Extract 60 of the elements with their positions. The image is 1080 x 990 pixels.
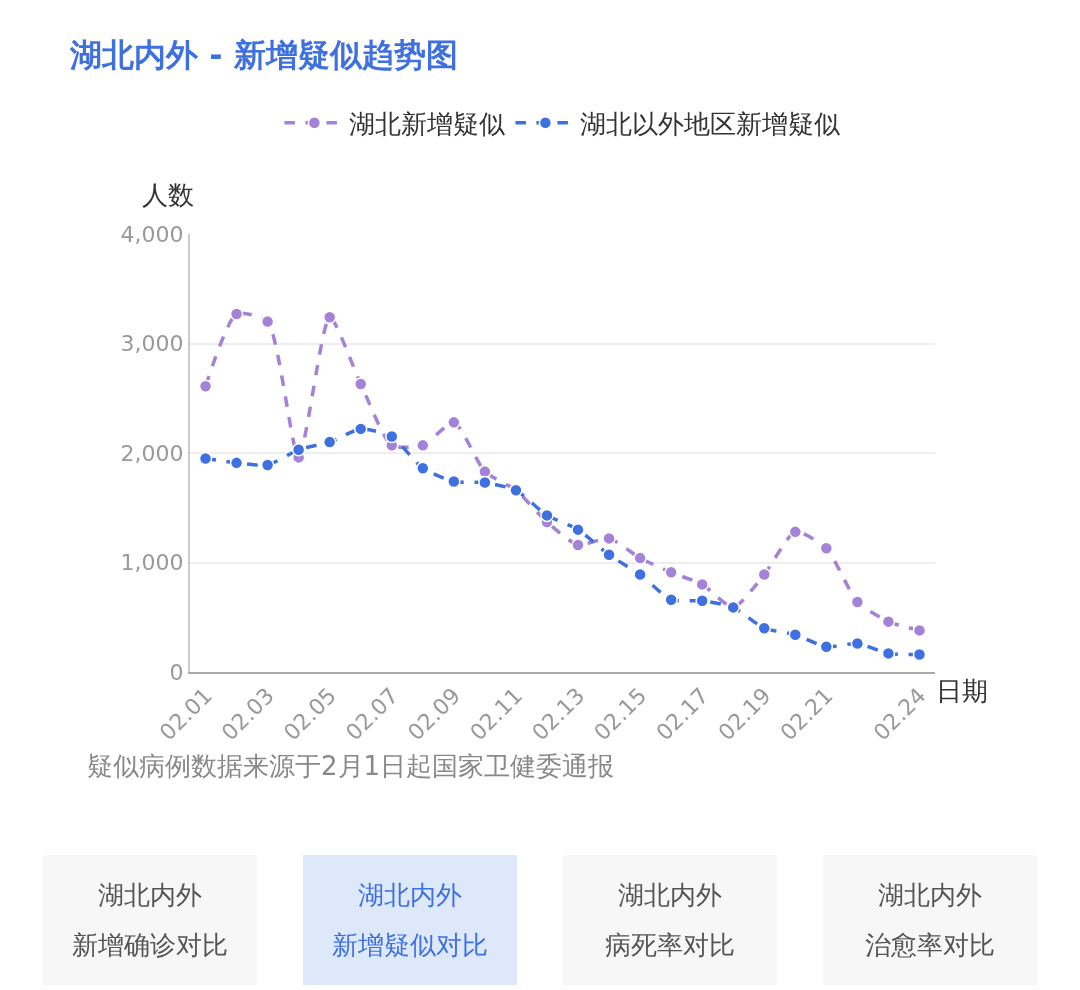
point (602, 548, 616, 562)
point (850, 595, 865, 609)
point (881, 614, 896, 629)
legend-label: 湖北以外地区新增疑似 (580, 108, 841, 139)
point (664, 565, 678, 580)
x-axis-title: 日期 (936, 676, 988, 706)
legend-label: 湖北新增疑似 (349, 108, 506, 139)
point (291, 442, 306, 457)
text: 湖北内外 (98, 880, 202, 910)
point (695, 594, 709, 608)
y-tick-label: 3,000 (120, 331, 184, 357)
point (447, 474, 461, 489)
point (757, 621, 772, 635)
chart-title: 湖北内外 - 新增疑似趋势图 (69, 36, 458, 75)
point (353, 377, 368, 391)
text: 湖北内外 (358, 880, 462, 910)
point (385, 429, 399, 444)
point (229, 307, 244, 321)
y-tick-label: 0 (169, 659, 184, 685)
point (819, 541, 834, 556)
point (819, 640, 834, 654)
point (322, 435, 337, 449)
point (540, 508, 554, 523)
point (881, 646, 896, 661)
point (260, 314, 275, 329)
point (633, 567, 647, 582)
point (788, 525, 803, 539)
point (322, 310, 337, 324)
point (416, 461, 430, 476)
point (757, 567, 772, 582)
point (695, 577, 709, 592)
point (229, 456, 244, 470)
text: 新增确诊对比 (72, 930, 228, 960)
point (664, 592, 678, 607)
point (198, 451, 213, 466)
point (912, 647, 927, 662)
y-tick-label: 2,000 (120, 440, 184, 466)
point (353, 422, 368, 436)
point (571, 538, 585, 552)
point (478, 475, 492, 490)
point (912, 623, 927, 638)
y-tick-label: 1,000 (120, 550, 184, 576)
text: 湖北内外 (878, 880, 982, 910)
point (260, 458, 275, 472)
text: 新增疑似对比 (332, 930, 488, 960)
point (416, 438, 430, 453)
text: 病死率对比 (605, 930, 735, 960)
y-tick-label: 4,000 (120, 221, 184, 247)
point (788, 628, 803, 642)
point (447, 415, 461, 430)
point (602, 531, 616, 546)
text: 疑似病例数据来源于2月1日起国家卫健委通报 (87, 751, 615, 781)
point (198, 379, 213, 393)
text: 湖北内外 (618, 880, 722, 910)
point (571, 522, 585, 537)
y-axis-title: 人数 (142, 180, 194, 210)
point (478, 464, 492, 479)
text: 治愈率对比 (865, 930, 995, 960)
point (633, 551, 647, 565)
point (850, 636, 865, 651)
